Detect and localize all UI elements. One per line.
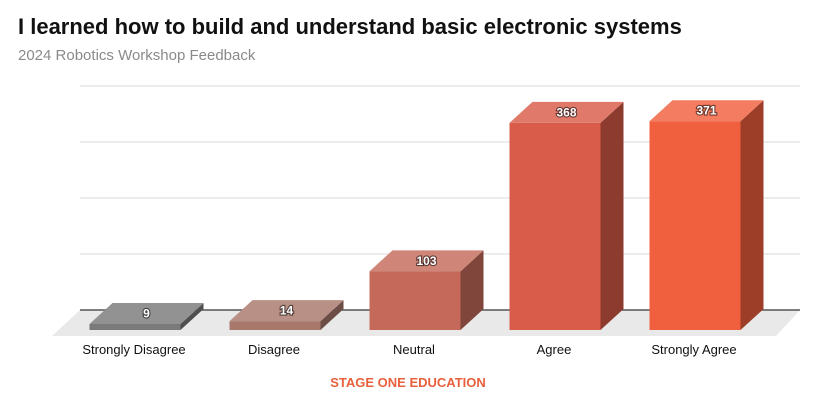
value-label: 9 (143, 306, 150, 320)
bar-front (649, 121, 741, 331)
bar-top (369, 250, 484, 272)
bar-top (509, 101, 624, 123)
bar (369, 250, 484, 330)
value-labels: 9 14 103 368 371 (142, 103, 718, 322)
value-label: 371 (696, 104, 716, 118)
category-label: Disagree (248, 342, 300, 357)
bar (509, 101, 624, 330)
value-label: 103 (416, 254, 436, 268)
bar (89, 302, 204, 330)
bar-front (89, 323, 181, 330)
bar-side (180, 302, 204, 330)
bar-side (740, 100, 764, 331)
bar-front (229, 321, 321, 330)
category-label: Strongly Agree (651, 342, 736, 357)
bar-front (369, 271, 461, 330)
value-label: 14 (280, 304, 294, 318)
footer-brand: STAGE ONE EDUCATION (330, 375, 486, 390)
bar-top (229, 300, 344, 322)
category-labels: Strongly Disagree Disagree Neutral Agree Str… (82, 342, 736, 357)
category-label: Strongly Disagree (82, 342, 185, 357)
category-label: Neutral (393, 342, 435, 357)
bars (89, 100, 764, 331)
chart-subtitle: 2024 Robotics Workshop Feedback (18, 47, 256, 64)
bar-side (600, 101, 624, 330)
bar-top (649, 100, 764, 122)
bar-top (89, 302, 204, 324)
category-label: Agree (537, 342, 572, 357)
chart-title: I learned how to build and understand ba… (18, 14, 682, 39)
bar-front (509, 122, 601, 330)
bar-side (320, 300, 344, 330)
bar (229, 300, 344, 330)
bar-side (460, 250, 484, 330)
value-label: 368 (556, 105, 576, 119)
bar (649, 100, 764, 331)
